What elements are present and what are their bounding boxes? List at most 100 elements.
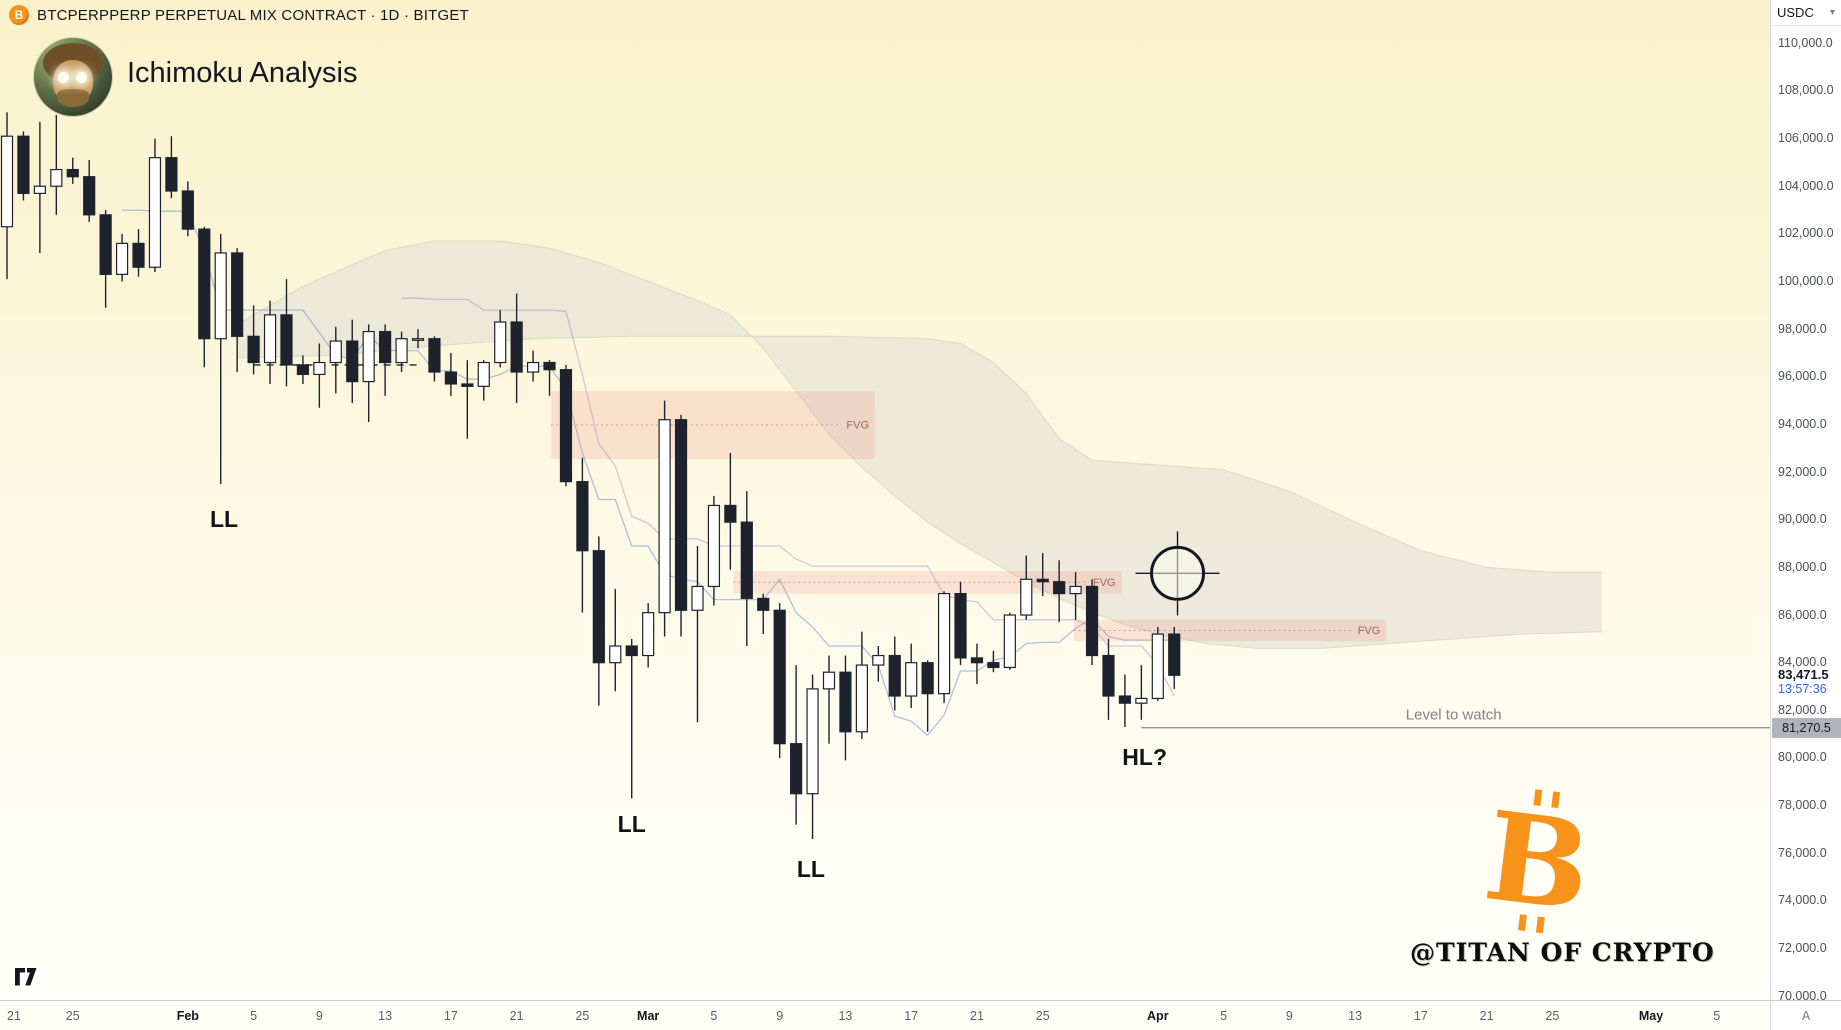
watermark-handle: @TITAN OF CRYPTO: [1410, 938, 1715, 967]
candle-body: [231, 252, 244, 337]
tenkan-sen-line: [122, 209, 1175, 737]
candle: [1102, 638, 1115, 720]
candle-body: [148, 157, 162, 268]
axis-corner[interactable]: A: [1770, 1000, 1841, 1030]
candle: [773, 603, 786, 758]
fvg-label: FVG: [1093, 577, 1116, 589]
candle: [444, 352, 457, 396]
candle: [379, 324, 392, 396]
candle: [1053, 560, 1066, 623]
candle-body: [263, 314, 277, 364]
price-axis-label: 96,000.0: [1778, 369, 1827, 384]
symbol-title[interactable]: BTCPERPPERP PERPETUAL MIX CONTRACT · 1D …: [37, 6, 469, 24]
candle: [346, 319, 359, 404]
candle-body: [707, 504, 721, 588]
price-axis[interactable]: USDC ▾ 110,000.0 108,000.0 106,000.0 104,00…: [1770, 0, 1841, 1003]
candle: [17, 131, 30, 201]
candle-body: [1102, 654, 1115, 697]
candle-body: [872, 654, 885, 666]
candle-body: [313, 361, 326, 376]
candle: [625, 638, 638, 799]
candle-body: [905, 662, 918, 697]
candle-body: [1003, 614, 1016, 669]
level-to-watch-label: Level to watch: [1406, 707, 1502, 724]
candle-body: [296, 364, 310, 376]
auto-scale-button[interactable]: A: [1801, 1008, 1811, 1023]
price-axis-label: 92,000.0: [1778, 464, 1827, 479]
candle: [691, 545, 704, 723]
candle: [362, 324, 375, 423]
time-axis-day-label: 21: [970, 1009, 984, 1023]
candle-body: [822, 671, 836, 690]
candle: [83, 160, 96, 222]
time-axis-day-label: 5: [710, 1009, 718, 1023]
candle: [905, 643, 918, 708]
candle-body: [773, 609, 786, 745]
candle-body: [757, 597, 770, 611]
candle-body: [806, 688, 819, 795]
time-axis-day-label: 13: [1348, 1009, 1363, 1023]
price-axis-label: 108,000.0: [1778, 83, 1834, 98]
candle-body: [526, 361, 540, 373]
candle: [1036, 553, 1049, 596]
candle-body: [50, 168, 63, 187]
chart-area[interactable]: FVG FVG FVG Level to watch LL LL LL HL? B BTCPE…: [0, 0, 1770, 1000]
candle-body: [33, 185, 46, 194]
structure-label: HL?: [1122, 744, 1167, 770]
price-axis-label: 100,000.0: [1778, 274, 1834, 289]
candle: [888, 636, 901, 711]
candle: [576, 457, 589, 613]
candle-body: [461, 383, 474, 387]
time-axis-day-label: 9: [776, 1009, 784, 1023]
currency-selector[interactable]: USDC ▾: [1771, 0, 1841, 26]
candle-body: [329, 340, 342, 364]
candle-body: [444, 371, 457, 385]
candle: [757, 593, 770, 635]
candle: [740, 491, 753, 647]
candle: [428, 336, 441, 382]
candle: [707, 495, 721, 606]
candle-body: [625, 645, 638, 657]
time-axis[interactable]: 21 25 Feb 5 9 13 17 21 25 Mar 5 9 13 17 21 25 Apr 5 9 13 17 2…: [0, 1000, 1770, 1030]
symbol-coin-icon: B: [9, 5, 29, 25]
chevron-down-icon[interactable]: ▾: [1829, 7, 1835, 18]
candle: [954, 581, 967, 666]
time-axis-day-label: 5: [250, 1009, 258, 1023]
structure-label: LL: [797, 856, 825, 882]
candle-body: [724, 504, 737, 523]
tradingview-logo-icon[interactable]: [15, 968, 41, 988]
candle: [296, 355, 310, 384]
ichimoku-cloud: [237, 241, 1602, 649]
price-axis-label: 110,000.0: [1778, 35, 1833, 50]
candle: [1020, 555, 1033, 620]
candle: [592, 536, 605, 706]
candle: [658, 400, 671, 637]
candle: [921, 660, 934, 732]
candle-body: [0, 135, 14, 228]
candle: [280, 279, 293, 387]
candle-body: [1168, 633, 1181, 676]
candle-body: [17, 135, 30, 194]
candle: [115, 233, 129, 282]
candle: [181, 181, 194, 237]
structure-label: LL: [210, 506, 238, 532]
chart-canvas[interactable]: FVG FVG FVG Level to watch LL LL LL HL?: [0, 0, 1770, 1000]
candle-body: [1135, 697, 1148, 704]
candle-body: [214, 252, 227, 340]
candle-body: [740, 521, 753, 599]
candle-body: [855, 664, 868, 733]
candle: [0, 112, 14, 280]
price-axis-label: 74,000.0: [1778, 893, 1827, 908]
time-axis-day-label: 21: [509, 1009, 524, 1023]
symbol-header[interactable]: B BTCPERPPERP PERPETUAL MIX CONTRACT · 1…: [9, 5, 469, 25]
structure-label: LL: [618, 811, 646, 837]
fvg-zone: FVG: [551, 391, 876, 460]
candle-body: [181, 190, 194, 230]
candle: [165, 136, 178, 199]
time-axis-day-label: 21: [7, 1009, 21, 1023]
candle-body: [99, 214, 112, 275]
candle-body: [691, 585, 704, 611]
candle: [559, 364, 573, 487]
candle-body: [609, 645, 622, 664]
candle-body: [921, 662, 934, 695]
